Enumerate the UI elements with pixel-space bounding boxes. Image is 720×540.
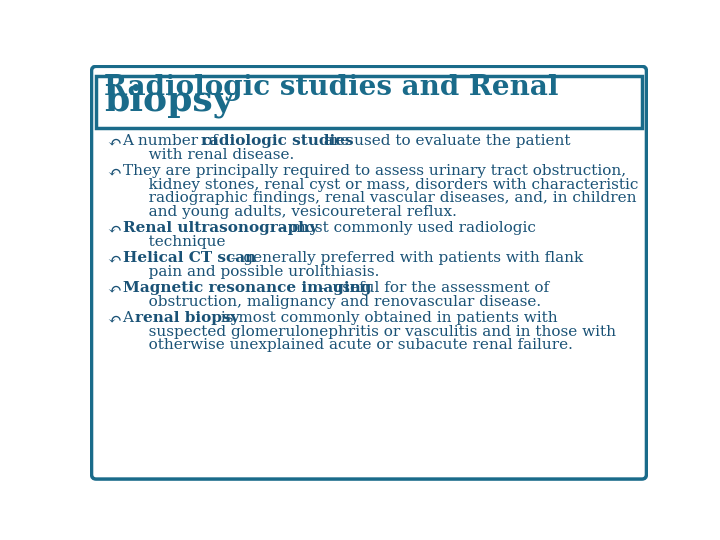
Text: kidney stones, renal cyst or mass, disorders with characteristic: kidney stones, renal cyst or mass, disor… bbox=[134, 178, 639, 192]
Text: otherwise unexplained acute or subacute renal failure.: otherwise unexplained acute or subacute … bbox=[134, 338, 573, 352]
Text: obstruction, malignancy and renovascular disease.: obstruction, malignancy and renovascular… bbox=[134, 295, 541, 309]
Text: ↶: ↶ bbox=[107, 311, 121, 328]
Text: Radiologic studies and Renal: Radiologic studies and Renal bbox=[104, 74, 559, 101]
Text: pain and possible urolithiasis.: pain and possible urolithiasis. bbox=[134, 265, 379, 279]
Text: radiographic findings, renal vascular diseases, and, in children: radiographic findings, renal vascular di… bbox=[134, 191, 636, 205]
Text: biopsy: biopsy bbox=[104, 83, 234, 118]
Text: They are principally required to assess urinary tract obstruction,: They are principally required to assess … bbox=[122, 164, 626, 178]
FancyBboxPatch shape bbox=[96, 76, 642, 128]
Text: ↶: ↶ bbox=[107, 221, 121, 238]
Text: A number of: A number of bbox=[122, 134, 223, 148]
Text: A: A bbox=[122, 311, 138, 325]
Text: – most commonly used radiologic: – most commonly used radiologic bbox=[274, 221, 536, 235]
Text: are used to evaluate the patient: are used to evaluate the patient bbox=[319, 134, 570, 148]
Text: Renal ultrasonography: Renal ultrasonography bbox=[122, 221, 318, 235]
Text: renal biopsy: renal biopsy bbox=[135, 311, 239, 325]
Text: – generally preferred with patients with flank: – generally preferred with patients with… bbox=[226, 251, 583, 265]
Text: Helical CT scan: Helical CT scan bbox=[122, 251, 256, 265]
Text: ↶: ↶ bbox=[107, 281, 121, 298]
Text: is most commonly obtained in patients with: is most commonly obtained in patients wi… bbox=[216, 311, 557, 325]
Text: – useful for the assessment of: – useful for the assessment of bbox=[315, 281, 549, 295]
Text: technique: technique bbox=[134, 234, 225, 248]
Text: ↶: ↶ bbox=[107, 164, 121, 181]
Text: ↶: ↶ bbox=[107, 134, 121, 151]
Text: radiologic studies: radiologic studies bbox=[201, 134, 353, 148]
Text: with renal disease.: with renal disease. bbox=[134, 147, 294, 161]
Text: suspected glomerulonephritis or vasculitis and in those with: suspected glomerulonephritis or vasculit… bbox=[134, 325, 616, 339]
Text: and young adults, vesicoureteral reflux.: and young adults, vesicoureteral reflux. bbox=[134, 205, 457, 219]
Text: ↶: ↶ bbox=[107, 251, 121, 268]
FancyBboxPatch shape bbox=[91, 66, 647, 479]
Text: Magnetic resonance imaging: Magnetic resonance imaging bbox=[122, 281, 371, 295]
